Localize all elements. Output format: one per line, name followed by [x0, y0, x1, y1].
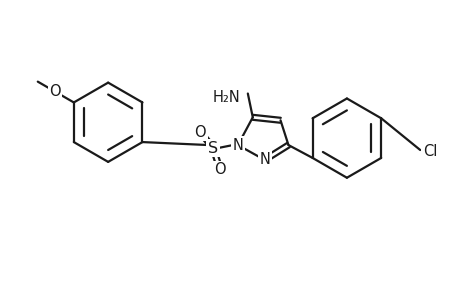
Text: O: O: [194, 125, 206, 140]
Text: O: O: [49, 84, 61, 99]
Text: N: N: [232, 137, 243, 152]
Text: H₂N: H₂N: [212, 90, 240, 105]
Text: N: N: [259, 152, 269, 167]
Text: S: S: [207, 140, 218, 155]
Text: Cl: Cl: [422, 145, 437, 160]
Text: O: O: [214, 162, 225, 177]
